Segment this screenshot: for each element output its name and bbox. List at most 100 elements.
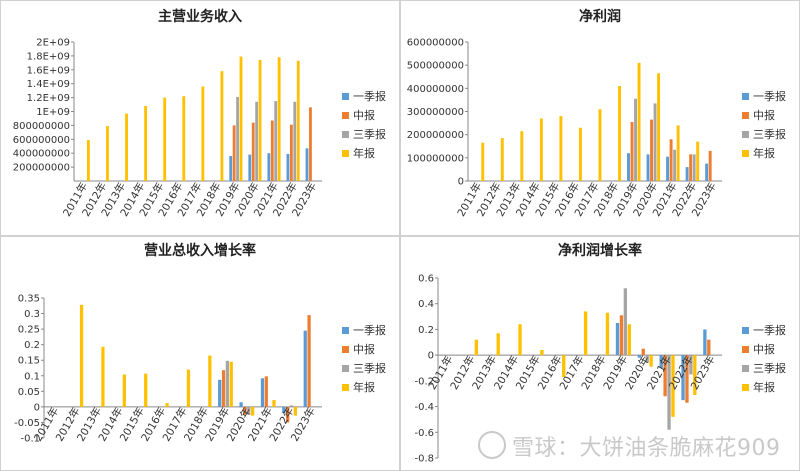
bar-q1 [646,154,650,181]
bar-q3 [293,101,297,181]
legend-label-annual: 年报 [353,146,375,160]
legend-swatch-q1 [742,327,749,334]
bar-h1 [251,122,255,181]
bar-h1 [641,348,645,356]
legend-label-q1: 一季报 [753,89,786,103]
legend-label-h1: 中报 [353,108,375,122]
bar-q3 [268,406,272,407]
bar-q1 [239,402,243,407]
bar-q3 [289,405,294,407]
bar-h1 [264,376,268,407]
legend-swatch-annual [342,384,349,391]
bar-annual [122,374,126,407]
legend-label-h1: 中报 [753,108,775,122]
bar-annual [696,141,700,181]
legend-label-h1: 中报 [353,342,375,356]
legend-label-annual: 年报 [753,146,775,160]
bar-q3 [673,149,677,181]
y-tick-label: 0.15 [18,356,40,367]
snowball-logo-icon [478,431,506,459]
bar-h1 [689,154,693,181]
legend-swatch-annual [742,384,749,391]
legend-swatch-annual [342,150,349,157]
legend-label-q3: 三季报 [353,127,386,141]
bar-q1 [659,355,663,368]
bar-annual [239,56,243,182]
y-tick-label: 300000000 [407,107,464,118]
bar-q1 [286,153,290,181]
legend-swatch-h1 [742,346,749,353]
legend-swatch-h1 [742,112,749,119]
revenue-growth-chart-panel: 营业总收入增长率 -0.1 -0.05 0 0.05 0.1 0.15 0.2 0.25 0.3 0… [0,236,400,471]
y-tick-label: 0.1 [24,371,40,382]
y-tick-label: 200000000 [13,163,70,174]
bar-h1 [663,355,667,397]
y-tick-label: 1.4E+09 [27,79,70,90]
legend-label-annual: 年报 [753,380,775,394]
legend-swatch-q3 [342,365,349,372]
bar-annual [605,312,610,356]
bar-q1 [627,153,630,181]
bar-q1 [666,156,670,181]
bar-annual [272,400,276,407]
bar-h1 [619,315,624,356]
bar-h1 [243,406,247,415]
profit-growth-chart: 净利润增长率-0.8-0.6-0.4-0.200.20.40.62011年201… [414,242,786,465]
bar-annual [657,73,661,181]
bar-h1 [286,406,290,423]
bar-annual [474,339,479,356]
y-tick-label: 1.8E+09 [27,51,70,62]
y-tick-label: 600000000 [13,135,70,146]
y-tick-label: 200000000 [407,130,464,141]
bar-annual [79,304,84,407]
y-tick-label: 100000000 [407,153,464,164]
bar-annual [201,86,205,181]
bar-q3 [667,355,671,430]
bar-h1 [669,139,673,181]
bar-annual [182,96,186,181]
y-tick-label: 0.35 [18,294,40,305]
bar-h1 [270,120,274,181]
bar-q1 [681,355,685,401]
legend-swatch-h1 [342,112,349,119]
chart-title: 净利润 [579,8,621,25]
bar-annual [293,406,298,416]
legend-label-annual: 年报 [353,380,375,394]
bar-q1 [248,154,252,181]
bar-h1 [232,125,236,181]
bar-q3 [634,98,637,181]
y-tick-label: 0.4 [418,299,434,310]
bar-annual [649,355,653,367]
y-tick-label: 0.25 [18,325,40,336]
revenue-chart-panel: 主营业务收入 200000000 400000000 600000000 8000000… [0,0,400,236]
bar-annual [627,324,631,356]
bar-annual [578,127,582,181]
legend-swatch-annual [742,150,749,157]
y-tick-label: 1E+09 [36,107,70,118]
net-profit-chart-panel: 净利润 0 100000000 200000000 300000000 400000000… [400,0,800,236]
bar-annual [296,60,300,181]
y-tick-label: -0.4 [414,402,434,413]
y-tick-label: -0.2 [414,376,434,387]
bar-annual [481,142,485,181]
bar-annual [520,131,524,181]
bar-annual [637,62,641,181]
bar-q1 [218,379,222,407]
legend-label-q1: 一季报 [353,323,386,337]
bar-annual [539,118,543,181]
bar-q3 [274,101,278,181]
legend-swatch-q3 [742,131,749,138]
bar-h1 [685,355,689,403]
chart-title: 营业总收入增长率 [144,242,256,259]
bar-annual [229,361,233,407]
y-tick-label: 1.2E+09 [27,93,70,104]
y-tick-label: -0.6 [414,428,434,439]
bar-annual [163,97,167,181]
legend-swatch-q3 [742,365,749,372]
y-tick-label: -0.1 [20,434,40,445]
revenue-chart: 主营业务收入 200000000 400000000 600000000 8000000… [13,8,386,219]
bar-h1 [707,339,711,356]
bar-q3 [689,355,693,375]
bar-h1 [221,370,226,407]
y-tick-label: 0.2 [24,340,40,351]
